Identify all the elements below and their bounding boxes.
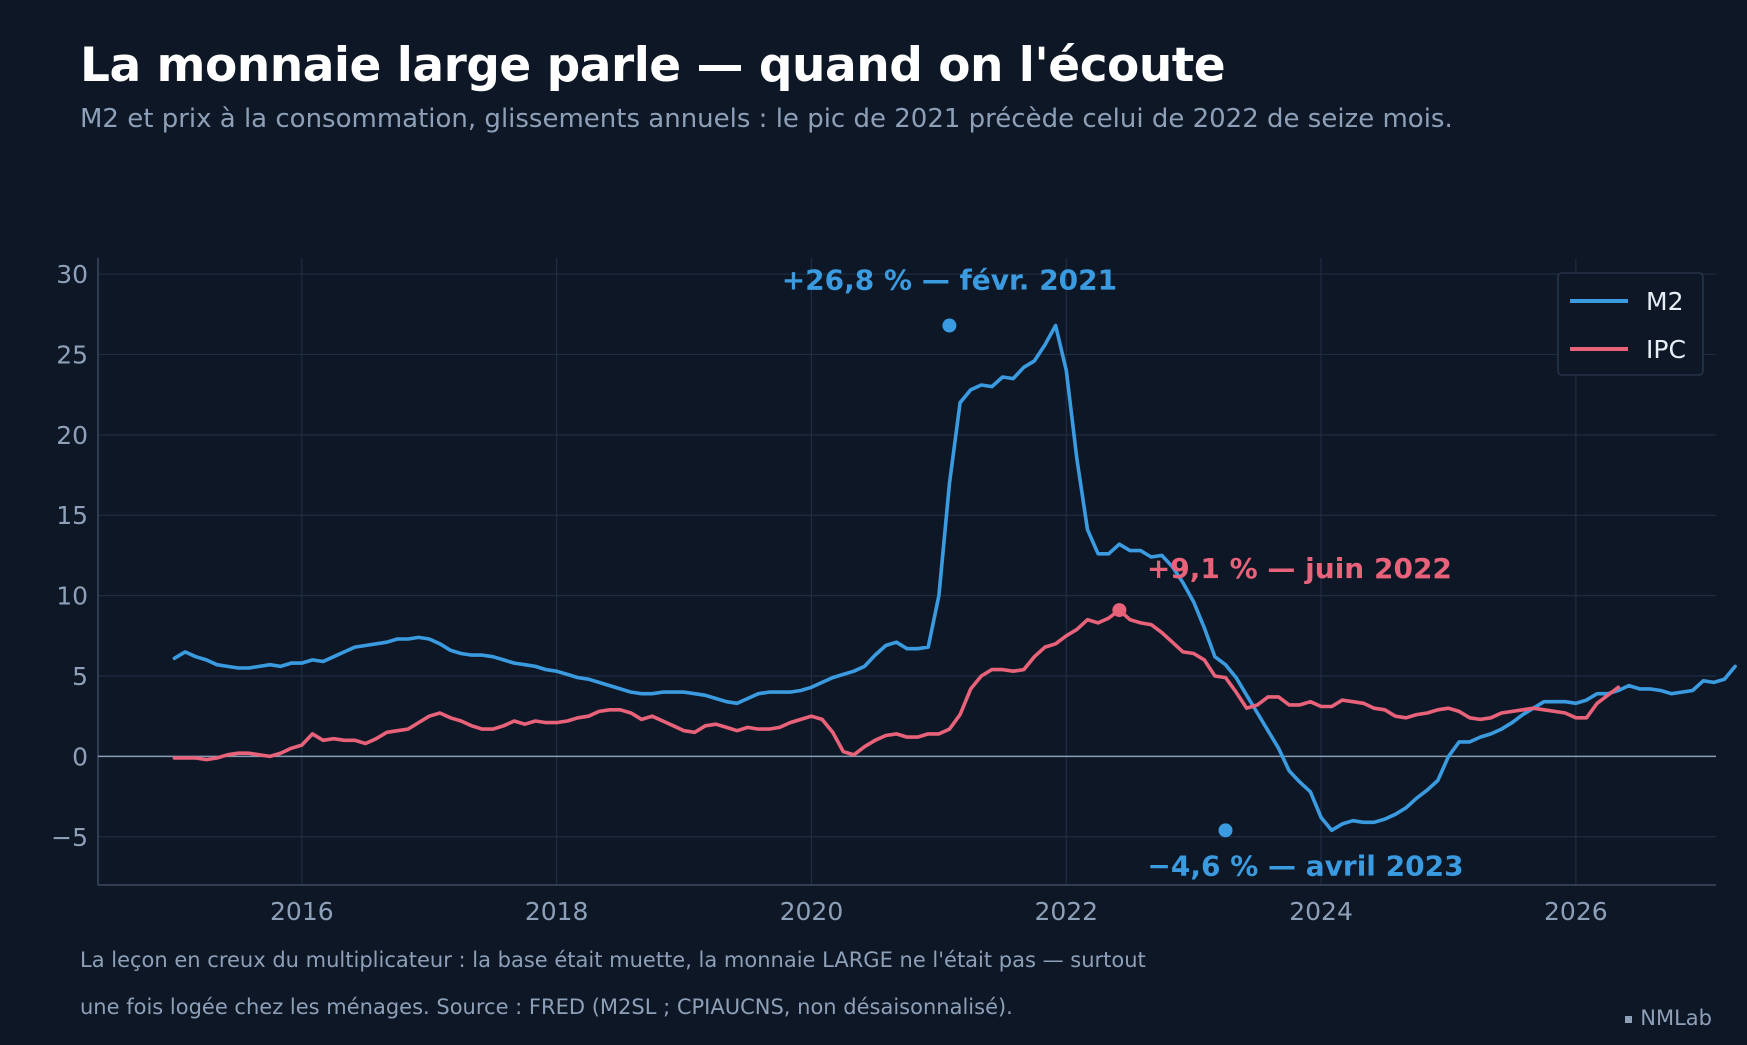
y-tick-label--5: −5 [51, 823, 88, 852]
x-tick-label-2020: 2020 [780, 897, 844, 926]
brand-name: NMLab [1640, 1006, 1712, 1030]
y-tick-label-20: 20 [56, 421, 88, 450]
footer-note-line-1: La leçon en creux du multiplicateur : la… [80, 948, 1146, 972]
x-tick-label-2018: 2018 [525, 897, 589, 926]
y-tick-label-5: 5 [72, 662, 88, 691]
annotation-label-1: +26,8 % — févr. 2021 [782, 264, 1117, 297]
y-tick-label-25: 25 [56, 340, 88, 369]
annotation-label-3: −4,6 % — avril 2023 [1147, 849, 1463, 882]
y-tick-label-15: 15 [56, 501, 88, 530]
peak-marker-1 [942, 318, 957, 333]
x-tick-label-2026: 2026 [1544, 897, 1608, 926]
annotation-label-2: +9,1 % — juin 2022 [1147, 552, 1452, 585]
series-line-ipc [172, 608, 1621, 762]
legend-label-m2: M2 [1646, 287, 1683, 316]
x-tick-label-2024: 2024 [1289, 897, 1353, 926]
x-tick-label-2016: 2016 [270, 897, 334, 926]
legend-label-ipc: IPC [1646, 335, 1686, 364]
y-tick-label-10: 10 [56, 582, 88, 611]
peak-marker-2 [1112, 603, 1127, 618]
line-chart: 2016 2018 2020 2022 2024 2026 −5 0 5 10 15 20 25 30 +2… [51, 258, 1737, 926]
chart-title: La monnaie large parle — quand on l'écou… [80, 38, 1226, 93]
brand-square-icon [1625, 1015, 1633, 1023]
series-line-m2 [172, 323, 1737, 833]
peak-marker-3 [1218, 823, 1233, 838]
y-tick-label-30: 30 [56, 260, 88, 289]
brand-label: NMLab [1625, 1006, 1712, 1030]
y-tick-label-0: 0 [72, 742, 88, 771]
footer-note-line-2: une fois logée chez les ménages. Source … [80, 995, 1013, 1019]
chart-subtitle: M2 et prix à la consommation, glissement… [80, 104, 1453, 134]
x-tick-label-2022: 2022 [1034, 897, 1098, 926]
